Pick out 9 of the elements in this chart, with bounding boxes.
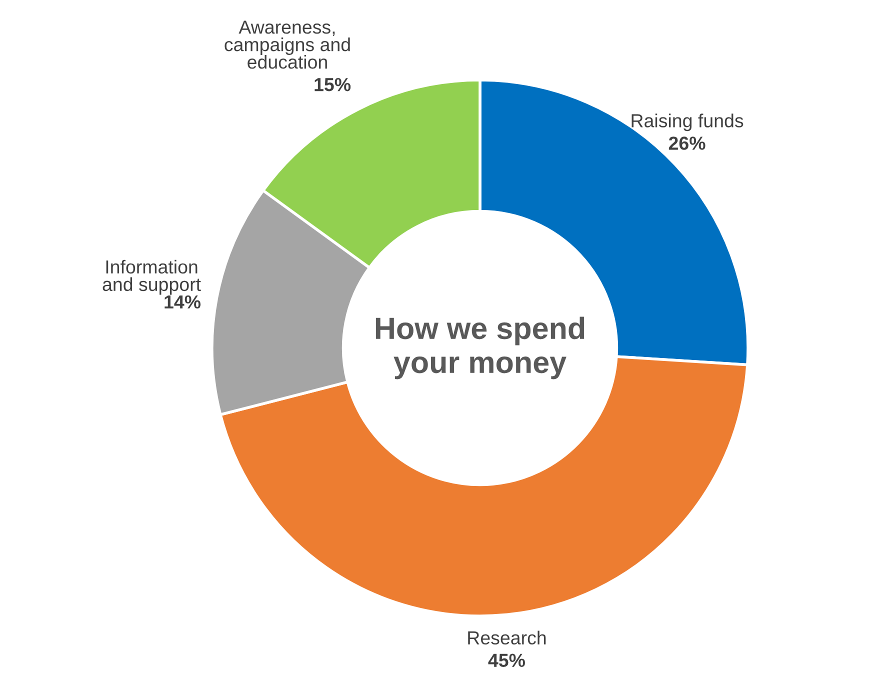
slice-label: Research [468,630,546,645]
data-label: 14% [164,295,201,309]
data-label: 15% [314,78,351,92]
data-label: 26% [668,136,706,150]
slice-label: Raising funds [632,114,744,132]
data-label: 45% [488,654,525,668]
text: How we spend your money [376,316,584,380]
slice-label: Awareness, campaigns and education [224,20,350,69]
slice-label: Information and support [102,260,201,295]
